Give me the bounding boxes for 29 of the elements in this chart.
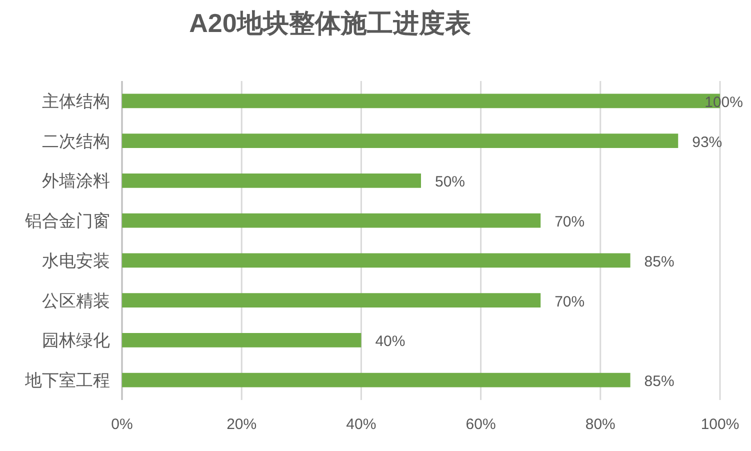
data-label: 85% [644,253,674,270]
x-tick-label: 20% [226,416,257,433]
data-label: 50% [435,174,466,191]
x-tick-label: 60% [466,416,496,433]
x-tick-label: 0% [111,416,133,433]
y-tick-label: 铝合金门窗 [24,212,110,231]
chart-title: A20地块整体施工进度表 [189,8,471,38]
y-tick-label: 二次结构 [42,132,110,151]
y-tick-label: 园林绿化 [42,331,110,350]
data-label: 85% [644,373,674,390]
bar [122,333,362,348]
bar [122,134,678,148]
data-label: 40% [375,333,406,350]
y-tick-label: 主体结构 [42,92,110,111]
y-tick-label: 公区精装 [42,291,110,310]
data-label: 70% [554,293,585,310]
y-tick-label: 地下室工程 [24,371,110,390]
x-tick-label: 40% [346,416,376,433]
bar [122,174,421,188]
y-tick-label: 外墙涂料 [42,172,110,191]
x-tick-label: 80% [585,416,616,433]
y-tick-label: 水电安装 [42,251,110,270]
bar [122,213,541,228]
bar [122,293,541,308]
bar [122,372,630,388]
data-label: 93% [692,134,722,151]
x-tick-label: 100% [700,416,740,433]
bar [122,253,630,268]
data-label: 70% [554,214,585,231]
